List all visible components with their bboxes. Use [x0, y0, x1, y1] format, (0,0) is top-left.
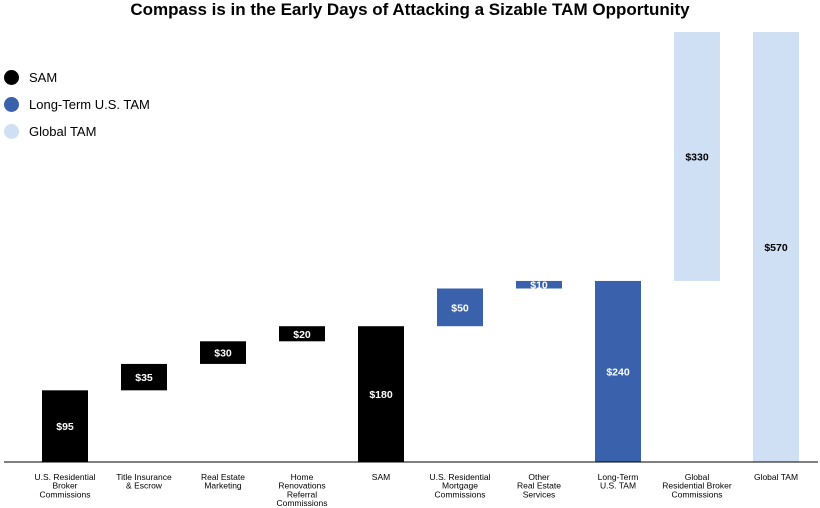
bar-value-label: $95: [56, 421, 74, 433]
bar-value-label: $240: [606, 366, 630, 378]
category-label-sam: SAM: [372, 472, 390, 482]
category-label-real-estate-marketing: Real Estate Marketing: [201, 472, 245, 491]
category-label-other-real-estate-services: Other Real Estate Services: [517, 472, 561, 499]
category-label-global-residential-broker-commissions: Global Residential Broker Commissions: [662, 472, 732, 499]
category-label-global-tam: Global TAM: [754, 472, 798, 482]
category-label-title-insurance-escrow: Title Insurance & Escrow: [116, 472, 172, 491]
legend-label-long-term-us-tam: Long-Term U.S. TAM: [29, 97, 150, 112]
category-label-long-term-u-s-tam: Long-Term U.S. TAM: [598, 472, 639, 491]
bar-value-label: $180: [369, 389, 393, 401]
bar-value-label: $570: [764, 242, 788, 254]
legend-label-sam: SAM: [29, 70, 58, 85]
bar-long-term-u-s-tam: [595, 280, 641, 462]
category-label-home-renovations-referral-commissions: Home Renovations Referral Commissions: [276, 472, 327, 508]
bar-title-insurance-escrow: [121, 363, 167, 391]
bar-global-tam: [753, 32, 799, 462]
legend-label-global-tam: Global TAM: [29, 124, 97, 139]
bar-other-real-estate-services: [516, 280, 562, 289]
bar-value-label: $20: [293, 329, 311, 341]
legend-swatch-global-tam: [4, 124, 19, 139]
bar-global-residential-broker-commissions: [674, 32, 720, 281]
legend-swatch-sam: [4, 70, 19, 85]
legend-swatch-long-term-us-tam: [4, 97, 19, 112]
legend-item-long-term-us-tam: Long-Term U.S. TAM: [4, 91, 150, 118]
chart-title: Compass is in the Early Days of Attackin…: [130, 0, 690, 19]
category-label-u-s-residential-mortgage-commissions: U.S. Residential Mortgage Commissions: [430, 472, 491, 499]
legend-item-global-tam: Global TAM: [4, 118, 150, 145]
bar-home-renovations-referral-commissions: [279, 326, 325, 342]
bar-real-estate-marketing: [200, 341, 246, 364]
bar-u-s-residential-mortgage-commissions: [437, 288, 483, 327]
bar-sam: [358, 326, 404, 462]
bar-value-label: $330: [685, 151, 709, 163]
bar-value-label: $35: [135, 372, 153, 384]
bar-value-label: $10: [530, 280, 548, 292]
bar-u-s-residential-broker-commissions: [42, 390, 88, 462]
bar-value-label: $50: [451, 302, 469, 314]
legend: SAM Long-Term U.S. TAM Global TAM: [4, 64, 150, 145]
legend-item-sam: SAM: [4, 64, 150, 91]
bar-value-label: $30: [214, 348, 232, 360]
category-label-u-s-residential-broker-commissions: U.S. Residential Broker Commissions: [35, 472, 96, 499]
